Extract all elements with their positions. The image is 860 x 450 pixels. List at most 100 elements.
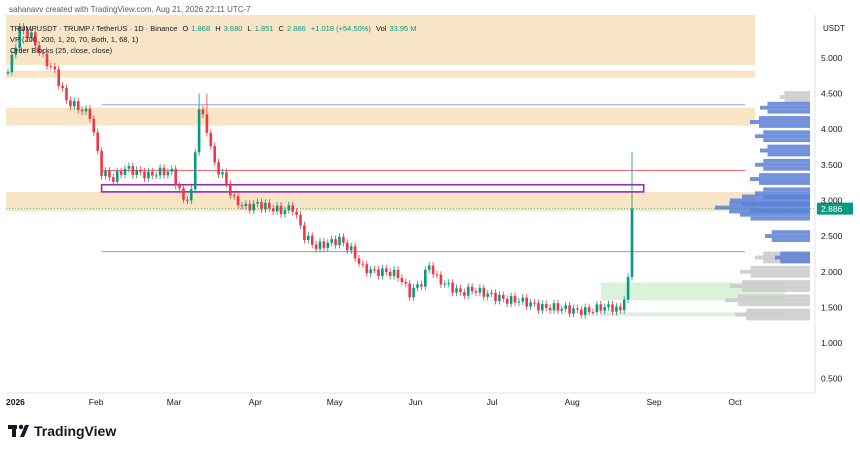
candle-body — [427, 265, 431, 270]
currency-label: USDT — [823, 24, 845, 33]
candle-body — [517, 301, 521, 303]
candle-body — [529, 302, 532, 307]
candle-body — [205, 114, 209, 133]
candle-body — [147, 171, 150, 179]
price-tick-label: 2.000 — [821, 267, 843, 277]
price-tick-label: 2.500 — [821, 231, 843, 241]
candle-body — [318, 241, 322, 249]
volume-profile-bar — [737, 302, 810, 307]
candle-body — [334, 239, 337, 246]
time-tick-label: Jun — [409, 397, 423, 407]
candle-body — [61, 85, 64, 89]
volume-profile-bar — [763, 187, 810, 192]
volume-profile-bar — [715, 205, 810, 210]
symbol-title: TRUMPUSDT · TRUMP / TetherUS · 1D · Bina… — [10, 24, 178, 33]
volume-profile-bar — [763, 138, 810, 143]
candle-body — [213, 146, 216, 163]
candle-body — [166, 171, 170, 176]
volume-profile-bar — [765, 234, 810, 239]
candle-body — [295, 211, 298, 215]
volume-profile-bar — [742, 287, 810, 292]
vol-value: 33.95 M — [389, 24, 417, 33]
candle-body — [197, 109, 201, 153]
candle-body — [73, 101, 76, 107]
vp-indicator-legend[interactable]: VP (200, 200, 1, 20, 70, Both, 1, 68, 1) — [10, 35, 139, 44]
candle-body — [57, 69, 60, 86]
candle-body — [338, 236, 341, 246]
high-value: 3.680 — [223, 24, 243, 33]
candle-body — [6, 72, 10, 74]
candle-body — [260, 202, 263, 210]
price-tick-label: 3.000 — [821, 195, 843, 205]
volume-profile-bar — [759, 180, 810, 185]
volume-profile-bar — [763, 130, 810, 135]
candle-body — [151, 171, 154, 176]
candle-body — [630, 208, 634, 277]
candle-body — [330, 239, 333, 243]
candle-body — [119, 171, 123, 175]
price-tick-label: 0.500 — [821, 374, 843, 384]
candle-body — [299, 214, 302, 226]
candle-body — [349, 246, 353, 251]
current-price-label: 2.886 — [821, 204, 843, 214]
candle-body — [599, 304, 603, 311]
volume-profile-bar — [755, 191, 810, 196]
candle-body — [560, 308, 564, 311]
volume-profile-bar — [725, 298, 810, 303]
candle-body — [84, 108, 88, 112]
candle-body — [591, 312, 595, 314]
candle-body — [513, 296, 517, 303]
volume-profile-bar — [746, 308, 810, 313]
candle-body — [622, 299, 626, 311]
candle-body — [572, 308, 575, 314]
order-block-zone — [6, 70, 755, 78]
volume-profile-bar — [767, 101, 810, 106]
candle-body — [420, 284, 423, 287]
candle-body — [310, 235, 314, 245]
candle-body — [244, 203, 248, 207]
volume-profile-bar — [780, 95, 810, 99]
volume-profile-bar — [763, 166, 810, 171]
volume-profile-bar — [746, 316, 810, 321]
candle-body — [357, 258, 361, 264]
candle-body — [162, 167, 166, 176]
candle-body — [279, 205, 283, 215]
candle-body — [388, 271, 392, 276]
volume-profile-bar — [740, 269, 810, 274]
candle-body — [88, 108, 92, 119]
candle-body — [474, 291, 478, 293]
time-tick-label: Mar — [167, 397, 182, 407]
order-blocks-legend[interactable]: Order Blocks (25, close, close) — [10, 46, 113, 55]
symbol-legend[interactable]: TRUMPUSDT · TRUMP / TetherUS · 1D · Bina… — [10, 24, 420, 33]
tradingview-logo[interactable]: TradingView — [8, 423, 116, 439]
candle-body — [451, 282, 454, 293]
candle-body — [158, 167, 162, 176]
candle-body — [408, 283, 411, 298]
candle-body — [115, 171, 119, 182]
candle-body — [353, 246, 357, 259]
supply-box — [100, 183, 645, 193]
candle-body — [439, 274, 443, 285]
price-tick-label: 4.000 — [821, 124, 843, 134]
candle-body — [377, 269, 380, 276]
volume-profile-bar — [784, 98, 810, 103]
price-tick-label: 3.500 — [821, 160, 843, 170]
candle-body — [587, 307, 591, 313]
volume-profile-bar — [730, 284, 810, 288]
candle-body — [14, 47, 18, 55]
price-tick-label: 1.000 — [821, 338, 843, 348]
candle-body — [139, 169, 142, 172]
candle-body — [143, 171, 146, 179]
candle-body — [45, 53, 49, 67]
candle-body — [603, 307, 606, 311]
candle-body — [53, 66, 57, 70]
candle-body — [400, 277, 404, 283]
volume-profile-bar — [750, 265, 810, 270]
candle-body — [314, 244, 318, 249]
candle-body — [287, 205, 291, 211]
price-tick-label: 1.500 — [821, 302, 843, 312]
candle-body — [76, 101, 80, 110]
candle-body — [412, 287, 415, 298]
candle-body — [178, 185, 181, 189]
